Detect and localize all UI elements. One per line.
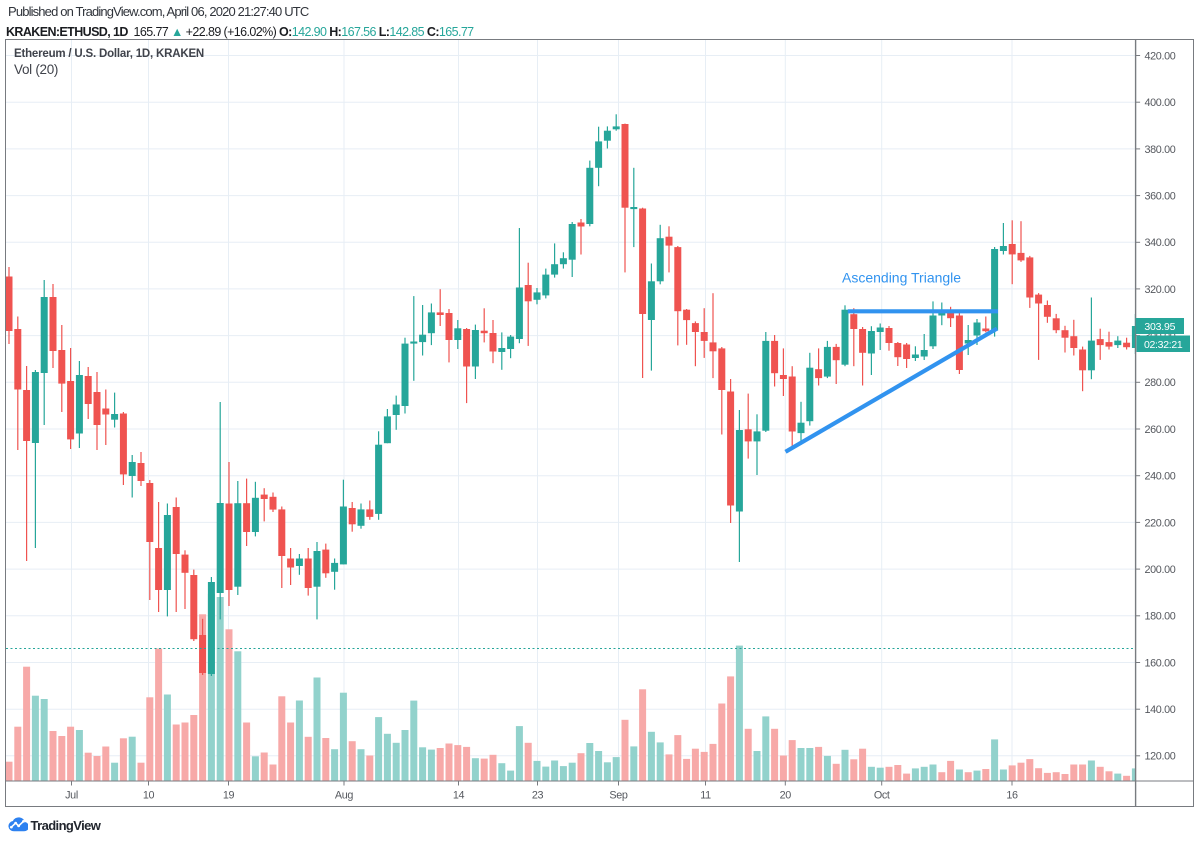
svg-text:200.00: 200.00 <box>1145 564 1176 576</box>
svg-text:Ascending Triangle: Ascending Triangle <box>842 269 961 285</box>
svg-text:160.00: 160.00 <box>1145 657 1176 669</box>
svg-text:303.95: 303.95 <box>1144 321 1175 333</box>
svg-text:360.00: 360.00 <box>1145 191 1176 203</box>
svg-text:180.00: 180.00 <box>1145 611 1176 623</box>
svg-text:16: 16 <box>1006 790 1018 802</box>
svg-text:240.00: 240.00 <box>1145 471 1176 483</box>
svg-text:20: 20 <box>780 790 792 802</box>
svg-text:Oct: Oct <box>874 790 890 802</box>
svg-text:19: 19 <box>223 790 235 802</box>
svg-text:280.00: 280.00 <box>1145 377 1176 389</box>
svg-text:120.00: 120.00 <box>1145 751 1176 763</box>
svg-text:10: 10 <box>143 790 155 802</box>
svg-text:Jul: Jul <box>65 790 78 802</box>
svg-text:420.00: 420.00 <box>1145 50 1176 62</box>
svg-text:140.00: 140.00 <box>1145 704 1176 716</box>
svg-text:Sep: Sep <box>609 790 628 802</box>
svg-text:220.00: 220.00 <box>1145 517 1176 529</box>
svg-text:260.00: 260.00 <box>1145 424 1176 436</box>
svg-text:Aug: Aug <box>335 790 354 802</box>
svg-text:23: 23 <box>532 790 544 802</box>
svg-text:14: 14 <box>453 790 465 802</box>
svg-text:340.00: 340.00 <box>1145 237 1176 249</box>
svg-text:400.00: 400.00 <box>1145 97 1176 109</box>
svg-text:11: 11 <box>700 790 711 802</box>
svg-text:320.00: 320.00 <box>1145 284 1176 296</box>
svg-text:02:32:21: 02:32:21 <box>1144 339 1183 351</box>
svg-text:380.00: 380.00 <box>1145 144 1176 156</box>
